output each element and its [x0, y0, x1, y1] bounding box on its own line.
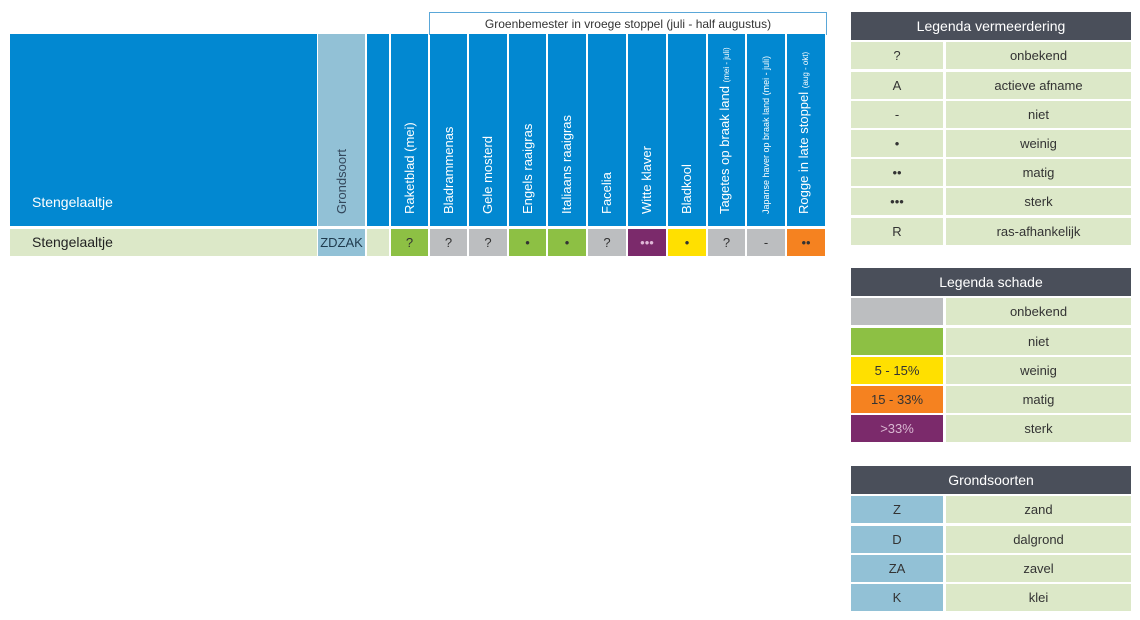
row-spacer-cell: [367, 229, 389, 256]
legend-schade-title: Legenda schade: [851, 268, 1131, 296]
cell-symbol: ?: [603, 235, 611, 250]
legend-schade-swatch: [851, 298, 943, 325]
header-col-label: Facelia: [599, 172, 614, 214]
legend-schade-label: onbekend: [946, 298, 1131, 325]
legend-schade-swatch: 15 - 33%: [851, 386, 943, 413]
row-label: Stengelaaltje: [10, 229, 317, 256]
legend-vermeerdering-label: sterk: [946, 188, 1131, 215]
legend-vermeerdering-key: •: [851, 130, 943, 157]
header-col-label: Witte klaver: [639, 146, 654, 214]
header-col-label: Tagetes op braak land (mei - juli): [716, 47, 732, 214]
header-col-1: Bladrammenas: [430, 34, 467, 226]
row-cell-3: •: [509, 229, 546, 256]
legend-grondsoorten-title: Grondsoorten: [851, 466, 1131, 494]
header-col-3: Engels raaigras: [509, 34, 546, 226]
legend-schade-label: matig: [946, 386, 1131, 413]
legend-vermeerdering-label: weinig: [946, 130, 1131, 157]
legend-schade-label: weinig: [946, 357, 1131, 384]
legend-grondsoort-label: zavel: [946, 555, 1131, 582]
header-col-label: Gele mosterd: [480, 135, 495, 214]
row-cell-5: ?: [588, 229, 626, 256]
cell-symbol: ?: [444, 235, 453, 250]
legend-vermeerdering-label: ras-afhankelijk: [946, 218, 1131, 245]
cell-symbol: ••: [801, 235, 811, 250]
header-col-7: Bladkool: [668, 34, 706, 226]
legend-vermeerdering-title: Legenda vermeerdering: [851, 12, 1131, 40]
header-col-label: Raketblad (mei): [401, 122, 417, 214]
legend-grondsoort-key: ZA: [851, 555, 943, 582]
legend-grondsoort-key: D: [851, 526, 943, 553]
header-col-label: Italiaans raaigras: [559, 115, 574, 214]
row-cell-10: ••: [787, 229, 825, 256]
header-col-8: Tagetes op braak land (mei - juli): [708, 34, 745, 226]
legend-vermeerdering-label: onbekend: [946, 42, 1131, 69]
legend-vermeerdering-label: matig: [946, 159, 1131, 186]
header-col-2: Gele mosterd: [469, 34, 507, 226]
cell-symbol: •: [684, 235, 690, 250]
header-row-title-cell: Stengelaaltje: [10, 34, 317, 226]
cell-symbol: ?: [405, 235, 414, 250]
header-col-4: Italiaans raaigras: [548, 34, 586, 226]
header-col-10: Rogge in late stoppel (aug - okt): [787, 34, 825, 226]
legend-vermeerdering-label: actieve afname: [946, 72, 1131, 99]
group-header: Groenbemester in vroege stoppel (juli - …: [429, 12, 827, 35]
row-cell-4: •: [548, 229, 586, 256]
legend-vermeerdering-key: A: [851, 72, 943, 99]
legend-schade-swatch: >33%: [851, 415, 943, 442]
header-col-0: Raketblad (mei): [391, 34, 428, 226]
header-col-label: Rogge in late stoppel (aug - okt): [796, 51, 811, 214]
cell-symbol: •••: [640, 235, 654, 250]
header-col-label: Bladkool: [679, 164, 694, 214]
row-cell-6: •••: [628, 229, 666, 256]
header-row-title: Stengelaaltje: [32, 194, 113, 210]
row-cell-1: ?: [430, 229, 467, 256]
header-col-9: Japanse haver op braak land (mei - juli): [747, 34, 785, 226]
header-col-6: Witte klaver: [628, 34, 666, 226]
row-cell-8: ?: [708, 229, 745, 256]
cell-symbol: -: [763, 235, 769, 250]
legend-vermeerdering-key: ••: [851, 159, 943, 186]
legend-schade-label: niet: [946, 328, 1131, 355]
legend-grondsoort-label: zand: [946, 496, 1131, 523]
row-cell-7: •: [668, 229, 706, 256]
header-col-label: Japanse haver op braak land (mei - juli): [761, 55, 771, 214]
row-cell-9: -: [747, 229, 785, 256]
legend-vermeerdering-key: •••: [851, 188, 943, 215]
row-cell-0: ?: [391, 229, 428, 256]
header-col-label: Bladrammenas: [440, 126, 456, 214]
header-col-label: Engels raaigras: [519, 123, 535, 214]
cell-symbol: ?: [722, 235, 731, 250]
cell-symbol: ?: [484, 235, 492, 250]
legend-vermeerdering-key: R: [851, 218, 943, 245]
legend-vermeerdering-label: niet: [946, 101, 1131, 128]
cell-symbol: •: [564, 235, 570, 250]
legend-grondsoort-key: Z: [851, 496, 943, 523]
legend-grondsoort-label: klei: [946, 584, 1131, 611]
legend-vermeerdering-key: -: [851, 101, 943, 128]
legend-schade-swatch: [851, 328, 943, 355]
legend-schade-label: sterk: [946, 415, 1131, 442]
cell-symbol: •: [525, 235, 530, 250]
row-cell-2: ?: [469, 229, 507, 256]
legend-vermeerdering-key: ?: [851, 42, 943, 69]
legend-schade-swatch: 5 - 15%: [851, 357, 943, 384]
legend-grondsoort-label: dalgrond: [946, 526, 1131, 553]
header-soil-cell: Grondsoort: [318, 34, 365, 226]
row-soil-cell: ZDZAK: [318, 229, 365, 256]
header-spacer-cell: [367, 34, 389, 226]
legend-grondsoort-key: K: [851, 584, 943, 611]
header-col-5: Facelia: [588, 34, 626, 226]
header-soil-label: Grondsoort: [333, 148, 349, 214]
